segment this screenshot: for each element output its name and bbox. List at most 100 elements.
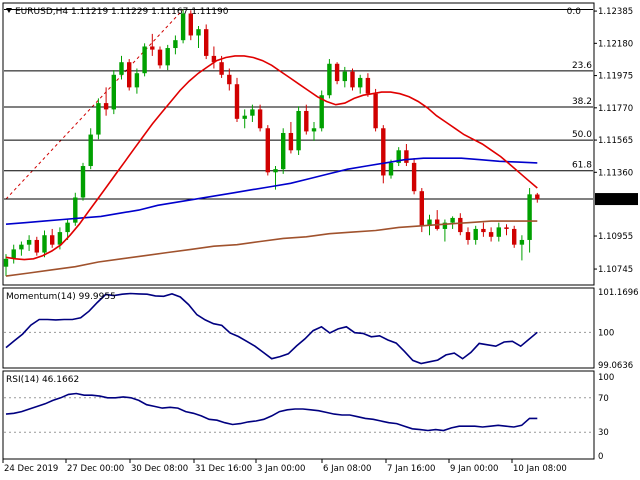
- candle-body: [273, 169, 278, 173]
- current-price-label: 1.11190: [597, 195, 632, 205]
- candle-body: [388, 162, 394, 176]
- collapse-triangle-icon[interactable]: [6, 8, 12, 13]
- main-pane-frame: [2, 2, 595, 286]
- candle-body: [396, 150, 401, 163]
- momentum-tick-label: 101.1696: [598, 288, 639, 298]
- price-tick-label: 1.11565: [598, 136, 633, 146]
- candle-body: [96, 103, 101, 135]
- price-axis: 1.12385 1.12180 1.11975 1.11770 1.11565 1.113…: [594, 7, 638, 275]
- time-tick-label: 27 Dec 00:00: [67, 464, 124, 474]
- candle-body: [250, 109, 255, 116]
- rsi-indicator: 100 70 30 0: [4, 373, 614, 462]
- candle-body: [311, 128, 317, 132]
- candle-body: [404, 150, 409, 163]
- candle-body: [365, 77, 371, 94]
- candle-body: [419, 191, 424, 226]
- candle-body: [504, 227, 509, 229]
- fib-zero-label: 0.0: [567, 7, 582, 17]
- candle-body: [296, 110, 301, 151]
- candle-body: [281, 132, 286, 170]
- momentum-title: Momentum(14) 99.9955: [6, 292, 116, 302]
- fibonacci-levels: 23.6 38.2 50.0 61.8: [4, 9, 593, 200]
- candle-body: [265, 128, 270, 173]
- momentum-line: [5, 292, 538, 365]
- fib-level-label: 50.0: [572, 130, 592, 140]
- candle-body: [57, 232, 63, 245]
- momentum-tick-label: 100: [598, 328, 614, 338]
- candle-body: [188, 13, 193, 36]
- candle-body: [465, 232, 471, 240]
- candle-body: [211, 55, 217, 63]
- candle-body: [473, 228, 478, 240]
- candle-body: [373, 93, 378, 129]
- rsi-tick-label: 100: [598, 373, 614, 383]
- price-tick-label: 1.10955: [598, 232, 633, 242]
- time-tick-label: 7 Jan 16:00: [387, 464, 435, 474]
- candle-body: [42, 235, 47, 253]
- momentum-indicator: 101.1696 100 99.0636: [4, 288, 639, 371]
- moving-averages: [5, 55, 538, 277]
- rsi-pane-frame: [2, 370, 595, 460]
- momentum-pane-frame: [2, 287, 595, 369]
- candle-body: [327, 63, 332, 96]
- ma-fast-line: [5, 55, 538, 261]
- candle-body: [519, 239, 525, 245]
- candle-body: [227, 74, 232, 85]
- candle-body: [134, 73, 140, 88]
- candle-body: [527, 194, 532, 240]
- candle-body: [150, 46, 155, 50]
- candle-body: [26, 239, 32, 245]
- time-axis: 24 Dec 2019 27 Dec 00:00 30 Dec 08:00 31 De…: [2, 459, 567, 474]
- candle-body: [288, 132, 294, 151]
- candle-body: [358, 77, 363, 88]
- candle-body: [119, 62, 124, 75]
- candle-body: [334, 63, 340, 82]
- candle-body: [219, 62, 224, 75]
- candle-body: [3, 258, 9, 267]
- candle-body: [103, 103, 109, 110]
- candle-body: [350, 71, 355, 88]
- candle-body: [257, 109, 263, 129]
- candle-body: [196, 29, 201, 36]
- time-tick-label: 10 Jan 08:00: [513, 464, 567, 474]
- candle-body: [204, 29, 209, 56]
- price-tick-label: 1.12180: [598, 39, 633, 49]
- candle-body: [458, 217, 463, 233]
- rsi-line: [5, 392, 538, 432]
- candle-body: [19, 244, 24, 250]
- time-tick-label: 30 Dec 08:00: [131, 464, 188, 474]
- candle-body: [65, 222, 70, 233]
- candle-body: [488, 232, 494, 237]
- candle-body: [142, 46, 147, 74]
- fib-level-label: 38.2: [572, 97, 592, 107]
- time-tick-label: 3 Jan 00:00: [257, 464, 305, 474]
- candle-body: [442, 222, 448, 229]
- candle-body: [11, 249, 16, 259]
- time-tick-label: 31 Dec 16:00: [195, 464, 252, 474]
- time-tick-label: 9 Jan 00:00: [450, 464, 498, 474]
- candle-body: [88, 134, 93, 167]
- candle-body: [304, 110, 309, 132]
- fib-level-label: 23.6: [572, 61, 592, 71]
- chart-header-title: EURUSD,H4 1.11219 1.11229 1.11167 1.1119…: [15, 7, 229, 17]
- current-price-tag: [595, 193, 638, 206]
- candle-body: [242, 115, 247, 119]
- candle-body: [80, 166, 86, 198]
- price-tick-label: 1.11360: [598, 168, 633, 178]
- rsi-tick-label: 30: [598, 428, 609, 438]
- candle-body: [173, 40, 178, 49]
- candle-body: [427, 219, 432, 226]
- rsi-tick-label: 0: [598, 452, 603, 462]
- candlesticks: [3, 9, 540, 277]
- candle-body: [165, 48, 170, 66]
- candle-body: [381, 128, 386, 176]
- rsi-tick-label: 70: [598, 394, 609, 404]
- candle-body: [496, 227, 501, 237]
- candle-body: [512, 228, 517, 245]
- candle-body: [342, 71, 347, 82]
- price-tick-label: 1.11770: [598, 104, 633, 114]
- ma-slow-line: [5, 220, 538, 277]
- rsi-title: RSI(14) 46.1662: [6, 375, 79, 385]
